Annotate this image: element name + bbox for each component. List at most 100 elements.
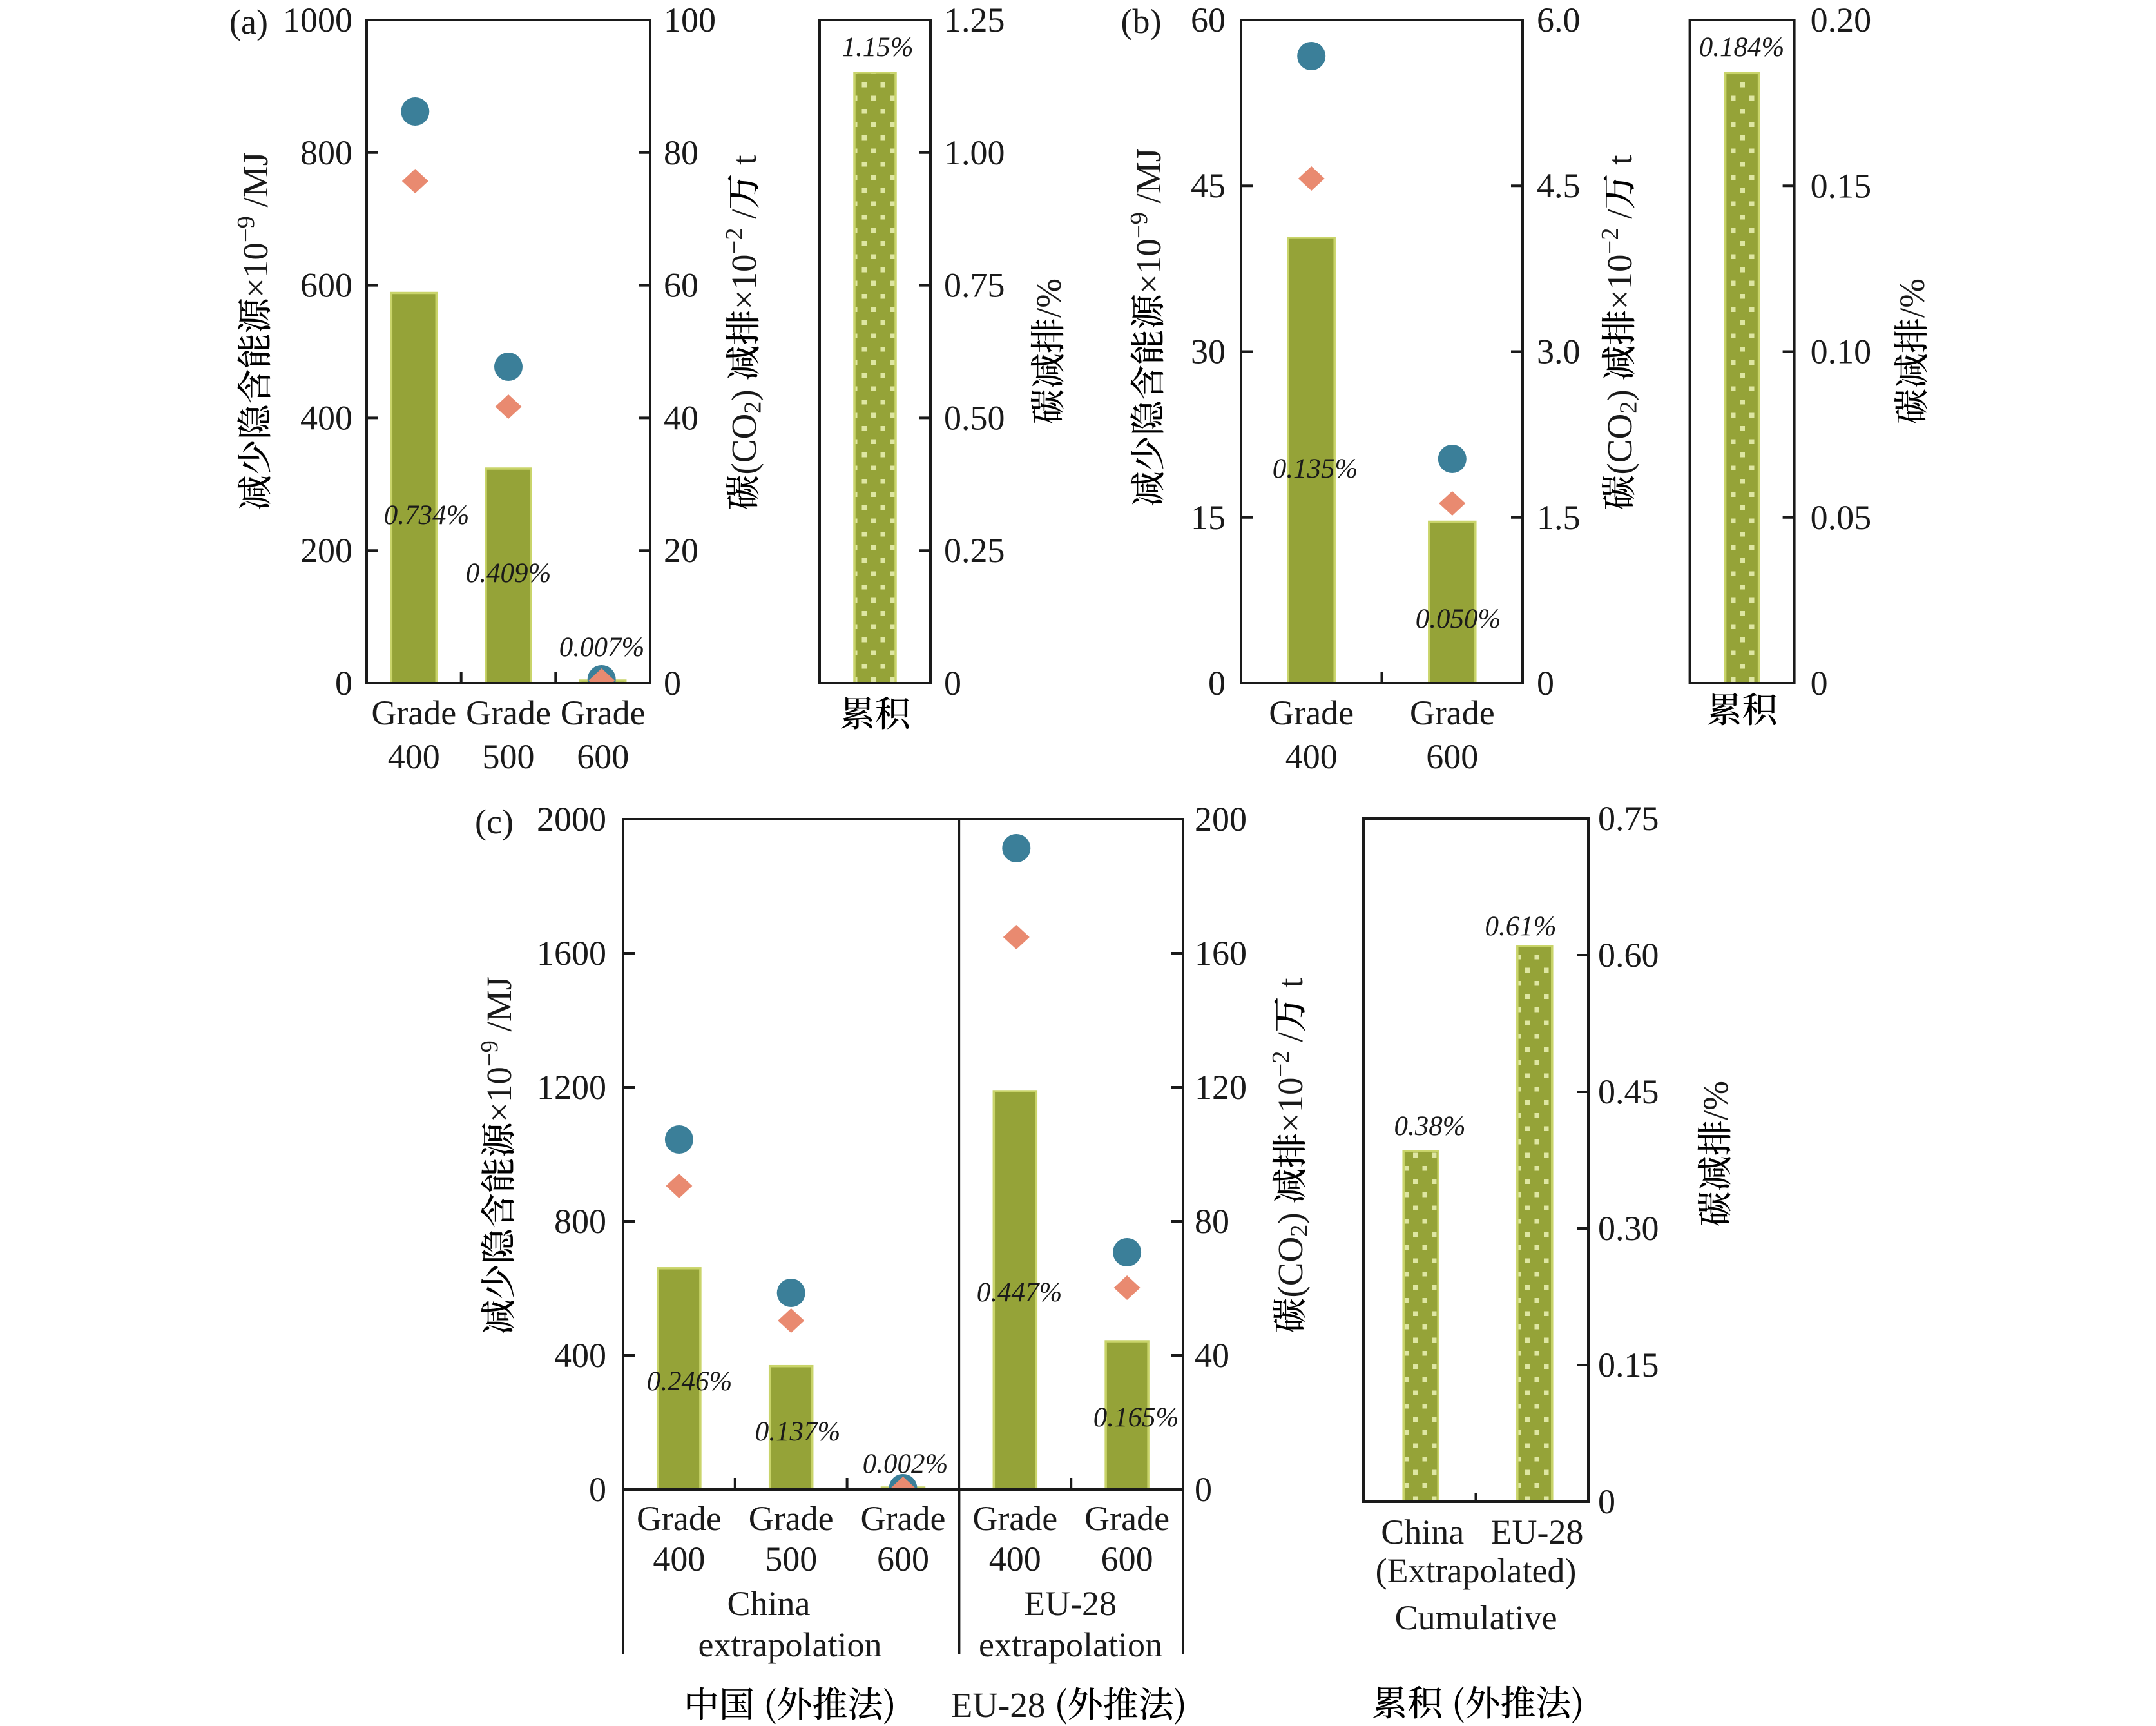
svg-text:100: 100 — [664, 1, 716, 39]
svg-text:0.447%: 0.447% — [977, 1277, 1063, 1308]
svg-text:Grade: Grade — [371, 693, 456, 732]
svg-text:600: 600 — [1101, 1540, 1153, 1578]
svg-text:0: 0 — [1598, 1482, 1615, 1521]
svg-text:6.0: 6.0 — [1537, 1, 1581, 39]
svg-text:×10: ×10 — [1271, 1077, 1310, 1132]
svg-text:/: / — [1271, 1032, 1310, 1051]
svg-text:1.00: 1.00 — [944, 133, 1005, 172]
svg-text:0: 0 — [335, 664, 352, 703]
svg-text:0.25: 0.25 — [944, 531, 1005, 570]
svg-text:/%: /% — [1029, 278, 1068, 318]
svg-text:EU-28: EU-28 — [951, 1685, 1054, 1725]
svg-text:Grade: Grade — [1269, 693, 1354, 732]
svg-text:EU-28: EU-28 — [1491, 1513, 1584, 1551]
svg-text:×10: ×10 — [236, 242, 275, 298]
svg-text:20: 20 — [664, 531, 698, 570]
svg-text:(b): (b) — [1121, 2, 1162, 41]
svg-text:2: 2 — [1286, 1225, 1313, 1237]
svg-text:0.135%: 0.135% — [1273, 454, 1358, 484]
svg-text:−9: −9 — [1126, 212, 1153, 238]
svg-text:60: 60 — [1191, 1, 1226, 39]
svg-text:600: 600 — [877, 1540, 929, 1578]
svg-text:0.60: 0.60 — [1598, 936, 1659, 975]
svg-text:Cumulative: Cumulative — [1395, 1598, 1557, 1637]
svg-text:60: 60 — [664, 266, 698, 305]
svg-text:600: 600 — [1426, 737, 1478, 776]
svg-text:Grade: Grade — [466, 693, 551, 732]
svg-text:): ) — [1271, 1203, 1310, 1224]
svg-text:400: 400 — [653, 1540, 705, 1578]
svg-text:t: t — [1600, 155, 1639, 173]
svg-text:500: 500 — [765, 1540, 817, 1578]
svg-text:1600: 1600 — [537, 934, 606, 973]
svg-text:×10: ×10 — [1600, 254, 1639, 309]
svg-text:0: 0 — [1537, 664, 1554, 703]
svg-text:Grade: Grade — [1084, 1499, 1169, 1538]
svg-text:0.409%: 0.409% — [466, 558, 552, 588]
svg-text:600: 600 — [577, 737, 629, 776]
svg-text:−9: −9 — [233, 216, 260, 242]
svg-text:Grade: Grade — [861, 1499, 946, 1538]
svg-text:1000: 1000 — [283, 1, 352, 39]
svg-text:80: 80 — [664, 133, 698, 172]
svg-text:40: 40 — [1195, 1336, 1229, 1375]
svg-text:/%: /% — [1892, 278, 1932, 318]
svg-text:4.5: 4.5 — [1537, 166, 1581, 205]
svg-text:t: t — [1271, 978, 1310, 996]
svg-text:Grade: Grade — [637, 1499, 722, 1538]
svg-text:): ) — [724, 380, 764, 401]
svg-text:2: 2 — [740, 402, 767, 414]
svg-text:0: 0 — [1811, 664, 1828, 703]
svg-text:(Extrapolated): (Extrapolated) — [1376, 1551, 1577, 1590]
svg-text:400: 400 — [554, 1336, 606, 1375]
svg-text:500: 500 — [483, 737, 535, 776]
svg-text:China: China — [1381, 1513, 1464, 1551]
svg-text:−2: −2 — [1597, 228, 1624, 255]
svg-text:Grade: Grade — [749, 1499, 834, 1538]
svg-text:Grade: Grade — [561, 693, 646, 732]
svg-text:160: 160 — [1195, 934, 1247, 973]
svg-text:0.15: 0.15 — [1811, 166, 1872, 205]
svg-text:40: 40 — [664, 398, 698, 437]
svg-text:800: 800 — [554, 1202, 606, 1241]
svg-text:1.15%: 1.15% — [842, 32, 913, 63]
svg-text:0.734%: 0.734% — [384, 500, 470, 530]
svg-text:400: 400 — [300, 398, 352, 437]
svg-text:×10: ×10 — [724, 254, 764, 309]
svg-text:0.050%: 0.050% — [1416, 604, 1501, 634]
svg-text:EU-28: EU-28 — [1024, 1584, 1117, 1623]
svg-text:0.45: 0.45 — [1598, 1072, 1659, 1111]
svg-text:×10: ×10 — [479, 1067, 519, 1122]
svg-text:80: 80 — [1195, 1202, 1229, 1241]
svg-text:/: / — [724, 209, 764, 228]
svg-text:(CO: (CO — [1271, 1237, 1310, 1298]
svg-text:0.137%: 0.137% — [755, 1417, 841, 1447]
svg-text:−2: −2 — [721, 228, 748, 255]
svg-text:0: 0 — [944, 664, 961, 703]
svg-text:0.20: 0.20 — [1811, 1, 1872, 39]
svg-text:0.30: 0.30 — [1598, 1209, 1659, 1248]
svg-text:Grade: Grade — [1410, 693, 1495, 732]
svg-text:800: 800 — [300, 133, 352, 172]
svg-text:−2: −2 — [1267, 1051, 1295, 1078]
svg-text:−9: −9 — [476, 1040, 503, 1067]
svg-text:0: 0 — [589, 1470, 606, 1509]
svg-text:1200: 1200 — [537, 1068, 606, 1107]
svg-text:(a): (a) — [229, 3, 268, 41]
svg-text:1.5: 1.5 — [1537, 498, 1581, 537]
svg-text:0.002%: 0.002% — [863, 1449, 948, 1479]
svg-text:0: 0 — [1208, 664, 1226, 703]
svg-text:1.25: 1.25 — [944, 1, 1005, 39]
svg-text:0.15: 0.15 — [1598, 1346, 1659, 1384]
svg-text:2000: 2000 — [537, 800, 606, 839]
svg-text:400: 400 — [989, 1540, 1041, 1578]
svg-text:extrapolation: extrapolation — [698, 1625, 882, 1664]
svg-text:(CO: (CO — [1600, 414, 1639, 475]
svg-text:0: 0 — [664, 664, 681, 703]
svg-text:Grade: Grade — [972, 1499, 1057, 1538]
svg-text:0.50: 0.50 — [944, 398, 1005, 437]
svg-text:120: 120 — [1195, 1068, 1247, 1107]
svg-text:3.0: 3.0 — [1537, 333, 1581, 371]
svg-text:600: 600 — [300, 266, 352, 305]
svg-text:0.184%: 0.184% — [1699, 32, 1785, 63]
